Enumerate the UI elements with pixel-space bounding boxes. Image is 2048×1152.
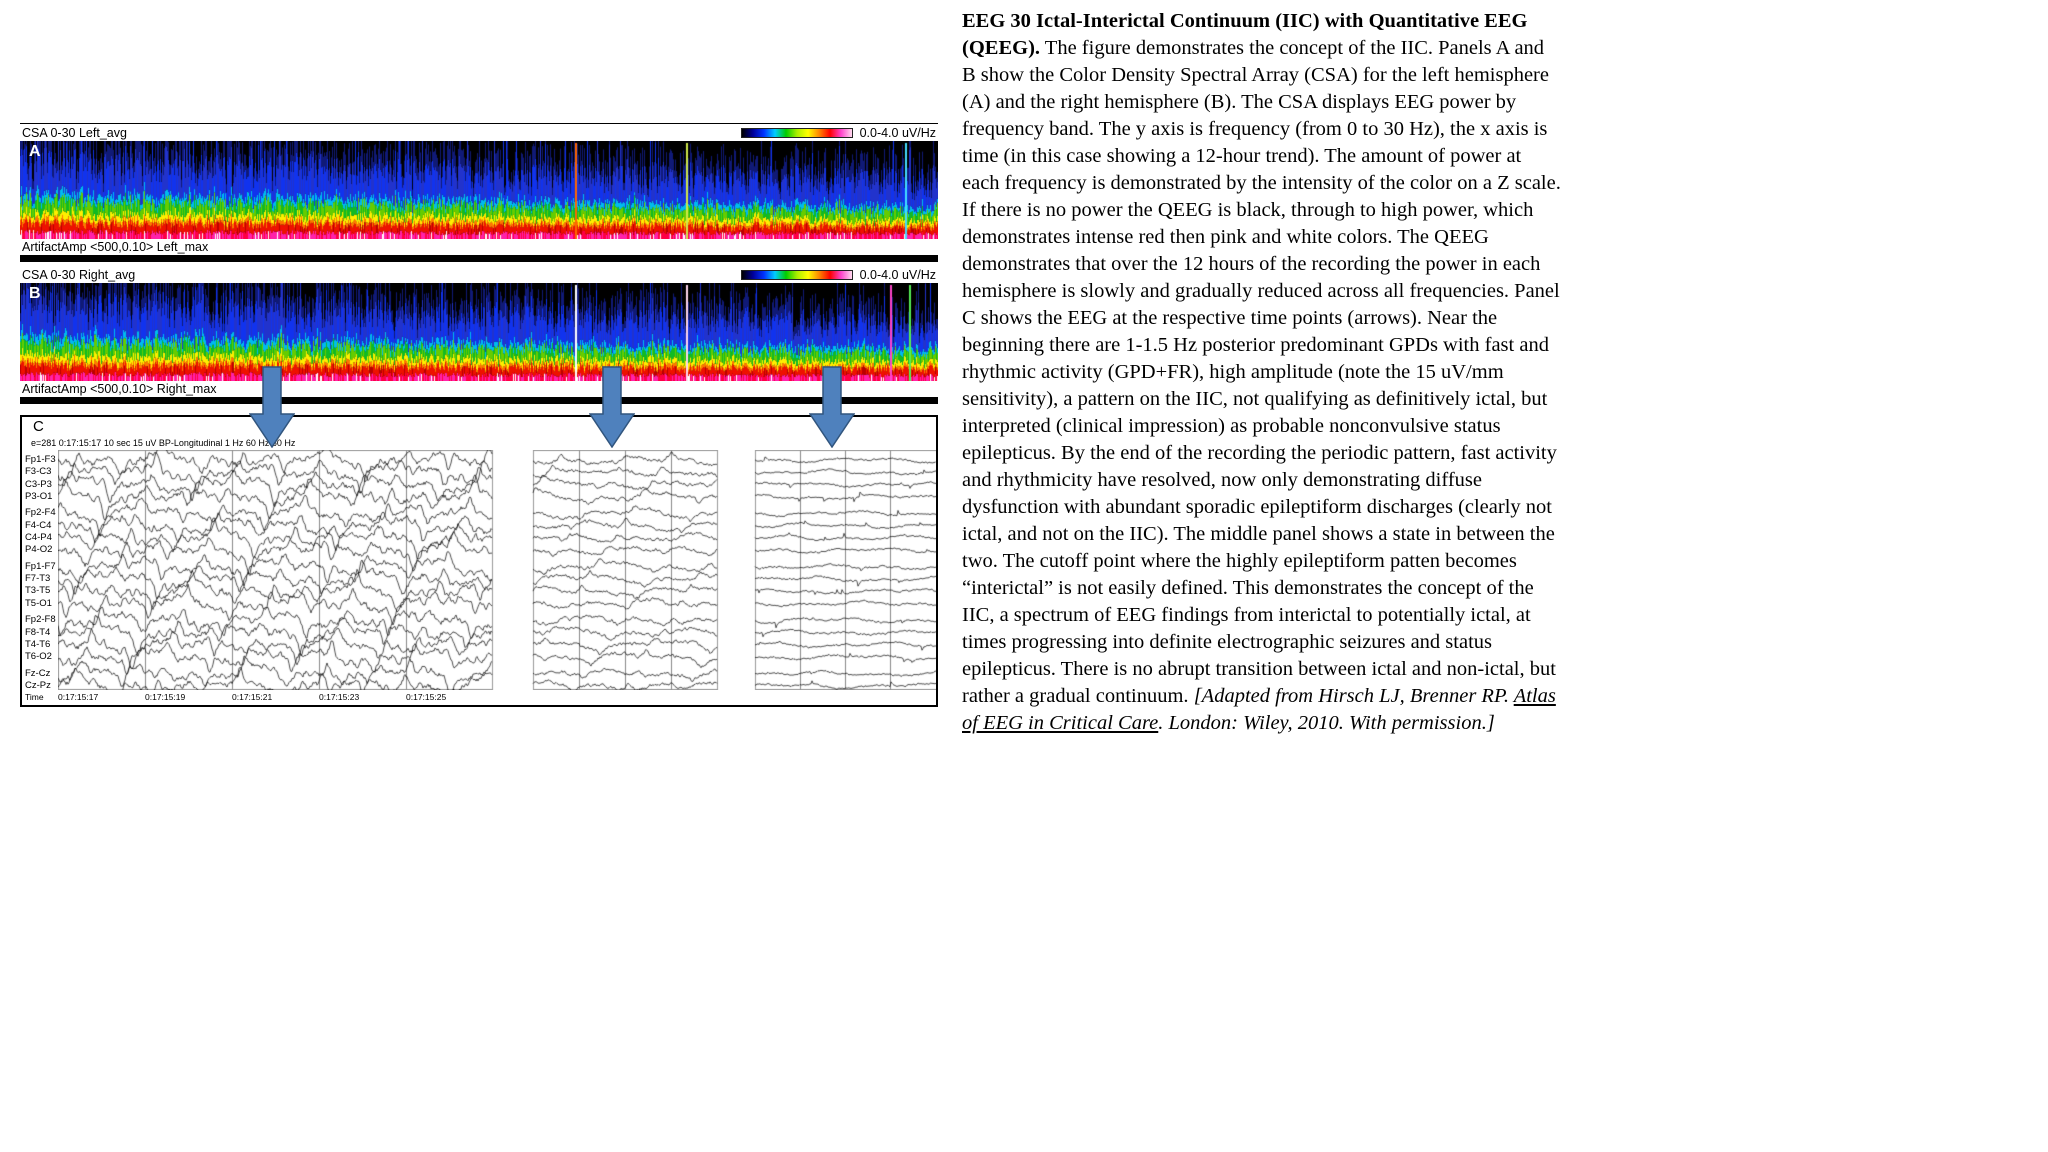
caption-title: EEG 30 Ictal-Interictal Continuum (IIC) … bbox=[962, 10, 1528, 59]
channel-label-Fp1-F7: Fp1-F7 bbox=[25, 560, 56, 572]
time-point-arrow-2 bbox=[588, 366, 636, 449]
panel-b-scale-label: 0.0-4.0 uV/Hz bbox=[859, 268, 936, 282]
color-scale-bar-a bbox=[740, 128, 853, 138]
panel-b-title: CSA 0-30 Right_avg bbox=[22, 268, 136, 282]
csa-right-spectrogram: B bbox=[20, 283, 938, 381]
channel-label-Fp2-F4: Fp2-F4 bbox=[25, 507, 56, 519]
caption-citation: [Adapted from Hirsch LJ, Brenner RP. Atl… bbox=[962, 685, 1556, 734]
time-label: Time bbox=[25, 692, 44, 702]
time-point-arrow-3 bbox=[808, 366, 856, 449]
panel-c-letter: C bbox=[33, 418, 44, 435]
panel-c: C e=281 0:17:15:17 10 sec 15 uV BP-Longi… bbox=[20, 415, 938, 707]
color-scale-bar-b bbox=[740, 270, 853, 280]
channel-label-T4-T6: T4-T6 bbox=[25, 638, 51, 650]
time-point-arrow-1 bbox=[248, 366, 296, 449]
citation-post: . London: Wiley, 2010. With permission.] bbox=[1158, 712, 1495, 734]
channel-label-Fz-Cz: Fz-Cz bbox=[25, 667, 51, 679]
channel-label-P4-O2: P4-O2 bbox=[25, 544, 53, 556]
csa-right-canvas bbox=[20, 283, 938, 381]
timestamp: 0:17:15:25 bbox=[406, 692, 447, 702]
channel-label-P3-O1: P3-O1 bbox=[25, 490, 53, 502]
eeg-settings-header: e=281 0:17:15:17 10 sec 15 uV BP-Longitu… bbox=[31, 438, 296, 448]
panel-a-scale-label: 0.0-4.0 uV/Hz bbox=[859, 126, 936, 140]
artifact-label-left: ArtifactAmp <500,0.10> Left_max bbox=[22, 240, 209, 254]
panel-a-header: CSA 0-30 Left_avg 0.0-4.0 uV/Hz bbox=[20, 124, 938, 141]
caption-body: The figure demonstrates the concept of t… bbox=[962, 37, 1561, 707]
channel-label-F8-T4: F8-T4 bbox=[25, 626, 51, 638]
csa-left-spectrogram: A bbox=[20, 141, 938, 239]
channel-label-F3-C3: F3-C3 bbox=[25, 466, 52, 478]
channel-label-T5-O1: T5-O1 bbox=[25, 597, 52, 609]
channel-label-C3-P3: C3-P3 bbox=[25, 478, 52, 490]
artifact-label-right: ArtifactAmp <500,0.10> Right_max bbox=[22, 382, 217, 396]
artifact-bar-left bbox=[20, 255, 938, 262]
channel-label-Fp2-F8: Fp2-F8 bbox=[25, 614, 56, 626]
timestamp: 0:17:15:19 bbox=[145, 692, 186, 702]
figure-caption: EEG 30 Ictal-Interictal Continuum (IIC) … bbox=[962, 8, 1562, 737]
channel-label-F4-C4: F4-C4 bbox=[25, 519, 52, 531]
channel-label-Cz-Pz: Cz-Pz bbox=[25, 679, 51, 691]
channel-label-Fp1-F3: Fp1-F3 bbox=[25, 454, 56, 465]
book-title: Atlas of EEG in Critical Care bbox=[962, 685, 1556, 734]
channel-label-F7-T3: F7-T3 bbox=[25, 573, 51, 585]
panel-a-title: CSA 0-30 Left_avg bbox=[22, 126, 127, 140]
timestamp: 0:17:15:21 bbox=[232, 692, 273, 702]
citation-pre: [Adapted from Hirsch LJ, Brenner RP. bbox=[1193, 685, 1514, 707]
channel-label-T3-T5: T3-T5 bbox=[25, 585, 51, 597]
artifact-bar-right bbox=[20, 397, 938, 404]
panel-b-letter: B bbox=[29, 285, 41, 302]
eeg-figure: CSA 0-30 Left_avg 0.0-4.0 uV/Hz A Artifa… bbox=[20, 123, 938, 707]
channel-labels: Fp1-F3 F3-C3 C3-P3 P3-O1 Fp2-F4 F4-C4 C4-P4 P4-… bbox=[25, 417, 58, 705]
csa-left-canvas bbox=[20, 141, 938, 239]
eeg-traces-canvas bbox=[58, 450, 936, 690]
channel-label-C4-P4: C4-P4 bbox=[25, 532, 52, 543]
channel-label-T6-O2: T6-O2 bbox=[25, 651, 52, 663]
timestamp: 0:17:15:23 bbox=[319, 692, 360, 702]
time-row: Time 0:17:15:17 0:17:15:19 0:17:15:21 0:17:… bbox=[22, 691, 936, 705]
timestamp: 0:17:15:17 bbox=[58, 692, 99, 702]
panel-a-letter: A bbox=[29, 143, 41, 160]
panel-b-header: CSA 0-30 Right_avg 0.0-4.0 uV/Hz bbox=[20, 266, 938, 283]
